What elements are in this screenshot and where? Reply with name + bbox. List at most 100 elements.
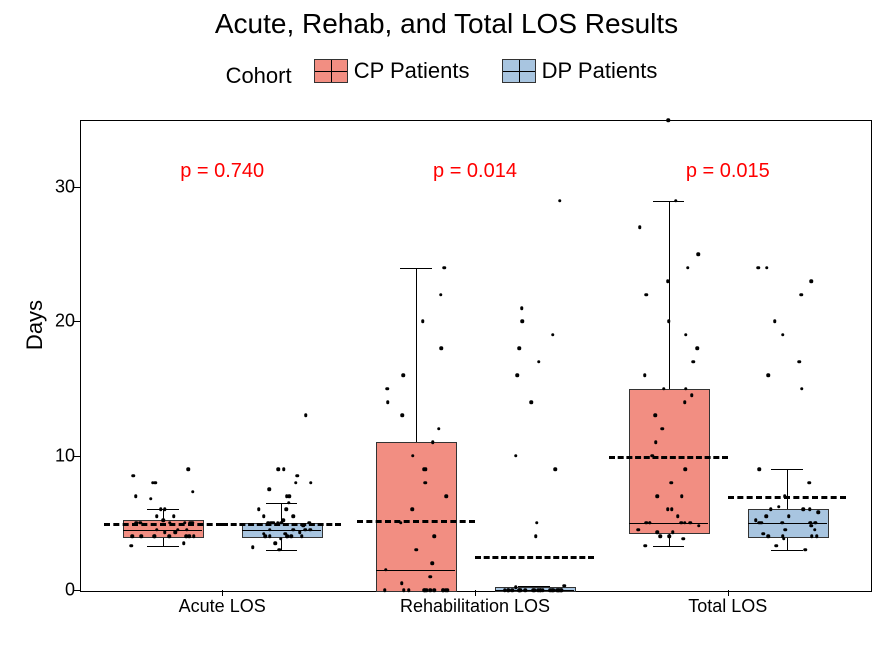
mean-line — [475, 556, 594, 559]
data-point — [431, 561, 435, 565]
data-point — [284, 508, 288, 512]
data-point — [530, 400, 534, 404]
data-point — [304, 414, 308, 418]
data-point — [153, 535, 157, 539]
whisker-cap — [653, 546, 685, 547]
data-point — [154, 481, 158, 485]
data-point — [688, 521, 692, 525]
legend-text-dp: DP Patients — [542, 58, 658, 84]
data-point — [292, 528, 296, 532]
data-point — [309, 481, 313, 485]
whisker-cap — [147, 546, 179, 547]
data-point — [159, 508, 163, 512]
whisker-cap — [653, 201, 685, 202]
data-point — [809, 279, 813, 283]
data-point — [187, 467, 191, 471]
data-point — [638, 226, 642, 230]
data-point — [415, 548, 419, 552]
data-point — [535, 521, 539, 525]
chart-title: Acute, Rehab, and Total LOS Results — [0, 8, 893, 40]
data-point — [298, 531, 302, 535]
data-point — [662, 387, 666, 391]
data-point — [783, 494, 787, 498]
whisker-cap — [771, 550, 803, 551]
data-point — [383, 588, 387, 592]
data-point — [445, 494, 449, 498]
data-point — [439, 293, 443, 297]
data-point — [276, 521, 280, 525]
data-point — [421, 320, 425, 324]
data-point — [643, 373, 647, 377]
data-point — [656, 531, 660, 535]
y-axis-label: Days — [22, 299, 48, 349]
data-point — [667, 320, 671, 324]
chart-container: Acute, Rehab, and Total LOS Results Coho… — [0, 0, 893, 649]
data-point — [650, 454, 654, 458]
data-point — [769, 508, 773, 512]
data-point — [781, 535, 785, 539]
data-point — [386, 400, 390, 404]
data-point — [557, 588, 561, 592]
data-point — [808, 508, 812, 512]
data-point — [648, 521, 652, 525]
data-point — [402, 588, 406, 592]
data-point — [300, 535, 304, 539]
data-point — [683, 521, 687, 525]
data-point — [282, 467, 286, 471]
data-point — [292, 514, 296, 518]
y-tick-label: 0 — [65, 580, 75, 601]
data-point — [562, 584, 566, 588]
data-point — [262, 532, 266, 536]
data-point — [766, 535, 770, 539]
median-line — [376, 570, 455, 571]
data-point — [797, 360, 801, 364]
y-tick-label: 20 — [55, 311, 75, 332]
data-point — [132, 474, 136, 478]
data-point — [139, 521, 143, 525]
data-point — [758, 521, 762, 525]
data-point — [188, 535, 192, 539]
data-point — [799, 293, 803, 297]
data-point — [191, 521, 195, 525]
data-point — [691, 360, 695, 364]
data-point — [804, 548, 808, 552]
data-point — [302, 524, 306, 528]
data-point — [401, 414, 405, 418]
data-point — [758, 467, 762, 471]
data-point — [514, 454, 518, 458]
legend-item-dp: DP Patients — [496, 58, 658, 84]
data-point — [787, 514, 791, 518]
data-point — [134, 494, 138, 498]
data-point — [290, 535, 294, 539]
data-point — [809, 521, 813, 525]
data-point — [503, 588, 507, 592]
data-point — [432, 535, 436, 539]
data-point — [765, 266, 769, 270]
data-point — [537, 360, 541, 364]
data-point — [697, 524, 701, 528]
data-point — [399, 521, 403, 525]
data-point — [524, 588, 528, 592]
data-point — [558, 199, 562, 203]
data-point — [268, 488, 272, 492]
data-point — [400, 582, 404, 586]
data-point — [683, 400, 687, 404]
data-point — [686, 266, 690, 270]
p-value: p = 0.015 — [686, 160, 770, 183]
x-tick-label: Rehabilitation LOS — [400, 596, 550, 617]
data-point — [411, 454, 415, 458]
data-point — [276, 467, 280, 471]
data-point — [251, 545, 255, 549]
data-point — [443, 266, 447, 270]
data-point — [385, 387, 389, 391]
boxplot-box — [629, 389, 710, 535]
data-point — [172, 514, 176, 518]
data-point — [402, 373, 406, 377]
data-point — [384, 568, 388, 572]
whisker-cap — [266, 550, 298, 551]
data-point — [308, 528, 312, 532]
data-point — [676, 514, 680, 518]
data-point — [279, 537, 283, 541]
data-point — [185, 528, 189, 532]
data-point — [815, 535, 819, 539]
